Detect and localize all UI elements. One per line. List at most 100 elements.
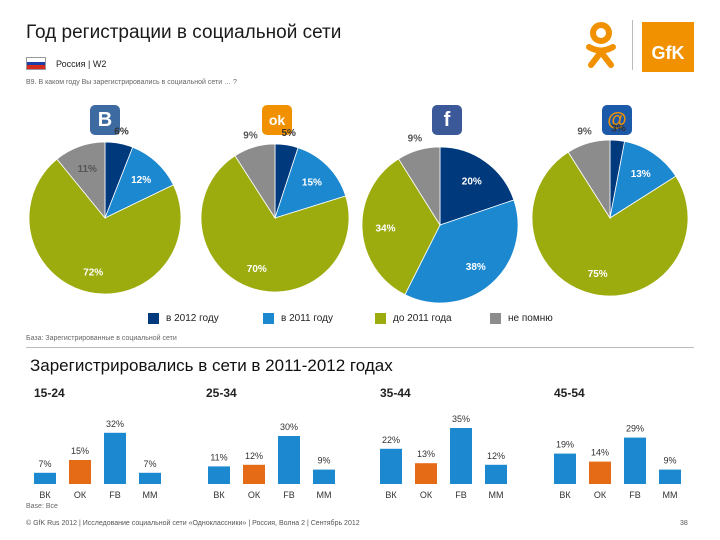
bar-value-label: 32% xyxy=(106,419,124,429)
bar xyxy=(243,464,265,484)
bar-category-label: FB xyxy=(455,490,467,500)
bar xyxy=(69,460,91,484)
bar-value-label: 19% xyxy=(556,440,574,450)
bar-category-label: ММ xyxy=(143,490,158,500)
bar xyxy=(554,453,576,484)
bar-value-label: 7% xyxy=(38,459,51,469)
bar xyxy=(485,464,507,484)
bar-category-label: ВК xyxy=(39,490,51,500)
age-label-15-24: 15-24 xyxy=(34,386,65,400)
region-label: Россия | W2 xyxy=(56,59,107,69)
pie-slice xyxy=(200,155,350,293)
bar-value-label: 14% xyxy=(591,448,609,458)
pie-slice xyxy=(56,141,106,220)
section-divider xyxy=(26,347,694,348)
pie-slice-label: 15% xyxy=(302,178,322,189)
bar-value-label: 9% xyxy=(317,456,330,466)
ok-icon: ok xyxy=(262,105,292,135)
russia-flag-icon xyxy=(26,57,46,70)
bar-value-label: 29% xyxy=(626,424,644,434)
bar-category-label: ММ xyxy=(663,490,678,500)
pie-slice-label: 3% xyxy=(611,123,626,134)
bar-category-label: ОК xyxy=(74,490,87,500)
bar xyxy=(139,472,161,484)
vk-icon: B xyxy=(90,105,120,135)
bar xyxy=(659,469,681,484)
bar-value-label: 30% xyxy=(280,422,298,432)
legend-swatch-2012 xyxy=(148,313,159,324)
bar xyxy=(624,437,646,484)
bar-value-label: 12% xyxy=(487,451,505,461)
bar-category-label: FB xyxy=(283,490,295,500)
bar-value-label: 35% xyxy=(452,414,470,424)
pie-slice-label: 70% xyxy=(247,264,267,275)
legend-label-before-2011: до 2011 года xyxy=(393,313,452,324)
bar xyxy=(450,428,472,484)
pie-slice xyxy=(234,143,276,220)
bar xyxy=(313,469,335,484)
pie-slice-label: 38% xyxy=(466,262,486,273)
age-label-25-34: 25-34 xyxy=(206,386,237,400)
pie-slice-label: 9% xyxy=(577,127,592,138)
pie-slice xyxy=(567,139,611,220)
ok-logo-icon xyxy=(586,22,616,68)
legend-label-2012: в 2012 году xyxy=(166,313,219,324)
legend-label-dont-remember: не помню xyxy=(508,313,553,324)
bar-category-label: ВК xyxy=(559,490,571,500)
pie-slice-label: 9% xyxy=(408,134,423,145)
pie-slice xyxy=(274,147,347,219)
pie-slice-label: 72% xyxy=(83,267,103,278)
bar-value-label: 15% xyxy=(71,446,89,456)
bar-value-label: 12% xyxy=(245,451,263,461)
pie-slice xyxy=(28,158,182,295)
logo-divider xyxy=(632,20,633,70)
bar xyxy=(34,472,56,484)
page-number: 38 xyxy=(680,520,688,527)
pie-slice-label: 12% xyxy=(131,175,151,186)
legend-swatch-dont-remember xyxy=(490,313,501,324)
bar-category-label: ММ xyxy=(489,490,504,500)
bar xyxy=(278,436,300,484)
bar-category-label: ОК xyxy=(248,490,261,500)
bar-category-label: ВК xyxy=(385,490,397,500)
pie-slice-label: 20% xyxy=(462,177,482,188)
bar-value-label: 9% xyxy=(663,456,676,466)
gfk-logo: GfK xyxy=(642,22,694,72)
bar-category-label: ВК xyxy=(213,490,225,500)
bar-category-label: ОК xyxy=(594,490,607,500)
pie-slice xyxy=(439,146,515,226)
bar-value-label: 22% xyxy=(382,435,400,445)
bar-value-label: 11% xyxy=(210,452,227,462)
base-note-1: База: Зарегистрированные в социальной се… xyxy=(26,335,177,342)
question-text: B9. В каком году Вы зарегистрировались в… xyxy=(26,79,237,86)
pie-slice-label: 9% xyxy=(243,131,258,142)
mail-at-icon: @ xyxy=(602,105,632,135)
bar-category-label: ОК xyxy=(420,490,433,500)
pie-slice-label: 11% xyxy=(77,164,97,175)
footer-text: © GfK Rus 2012 | Исследование социальной… xyxy=(26,520,360,527)
facebook-icon: f xyxy=(432,105,462,135)
pie-slice xyxy=(404,199,519,304)
bar xyxy=(380,448,402,484)
age-label-45-54: 45-54 xyxy=(554,386,585,400)
bar xyxy=(208,466,230,484)
legend-swatch-2011 xyxy=(263,313,274,324)
legend-swatch-before-2011 xyxy=(375,313,386,324)
pie-slice-label: 34% xyxy=(375,224,395,235)
pie-slice-label: 75% xyxy=(588,269,608,280)
age-label-35-44: 35-44 xyxy=(380,386,411,400)
bar-category-label: ММ xyxy=(317,490,332,500)
pie-slice xyxy=(398,146,441,227)
pie-slice-label: 13% xyxy=(631,169,651,180)
base-note-2: Base: Все xyxy=(26,503,58,510)
bar xyxy=(415,463,437,484)
legend-label-2011: в 2011 году xyxy=(281,313,333,324)
bar-category-label: FB xyxy=(109,490,121,500)
pie-slice-label: 6% xyxy=(114,127,129,138)
pie-slice-label: 5% xyxy=(281,128,296,139)
pie-slice xyxy=(609,140,677,219)
page-title: Год регистрации в социальной сети xyxy=(26,22,342,43)
bar-category-label: FB xyxy=(629,490,641,500)
pie-slice xyxy=(361,158,441,296)
pie-slice xyxy=(531,151,689,297)
